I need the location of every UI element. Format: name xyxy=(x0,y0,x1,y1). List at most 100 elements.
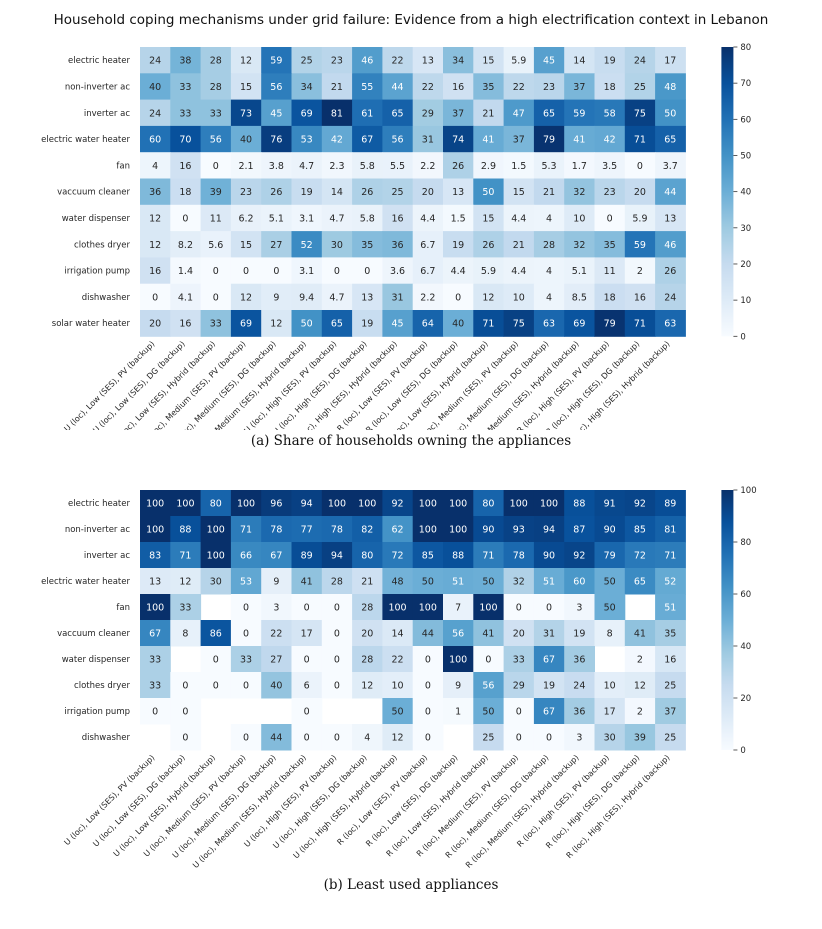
heatmap-cell xyxy=(261,204,292,232)
cell-value-label: 0 xyxy=(152,707,158,718)
heatmap-cell xyxy=(503,594,535,621)
heatmap-cell xyxy=(443,152,474,179)
heatmap-cell xyxy=(382,724,414,751)
heatmap-cell xyxy=(533,283,565,311)
heatmap-cell xyxy=(412,490,444,517)
cell-value-label: 0 xyxy=(304,733,310,744)
cell-value-label: 3.5 xyxy=(602,161,617,172)
cell-value-label: 24 xyxy=(634,56,646,67)
heatmap-cell xyxy=(624,620,656,647)
cell-value-label: 59 xyxy=(573,108,585,119)
heatmap-cell xyxy=(624,204,656,232)
cell-value-label: 94 xyxy=(543,525,555,536)
cell-value-label: 1.7 xyxy=(572,161,587,172)
heatmap-cell xyxy=(352,152,383,179)
cell-value-label: 50 xyxy=(482,577,494,588)
heatmap-cell xyxy=(503,99,535,127)
heatmap-cell xyxy=(473,646,505,673)
heatmap-cell xyxy=(473,125,505,153)
heatmap-cell xyxy=(382,231,414,258)
cell-value-label: 0 xyxy=(637,161,643,172)
row-label: fan xyxy=(116,603,130,613)
cell-value-label: 8.2 xyxy=(178,240,193,251)
cell-value-label: 4.7 xyxy=(329,292,344,303)
cell-value-label: 91 xyxy=(604,499,616,510)
heatmap-cell xyxy=(170,125,202,153)
heatmap-cell xyxy=(140,178,171,206)
cell-value-label: 0 xyxy=(182,733,188,744)
cell-value-label: 35 xyxy=(361,240,373,251)
heatmap-cell xyxy=(564,542,595,569)
cell-value-label: 47 xyxy=(513,108,525,119)
row-label: non-inverter ac xyxy=(65,82,131,92)
heatmap-cell xyxy=(564,568,595,595)
cell-value-label: 90 xyxy=(482,525,494,536)
heatmap-cell xyxy=(200,257,232,285)
cell-value-label: 0 xyxy=(425,733,431,744)
cell-value-label: 85 xyxy=(422,551,434,562)
cell-value-label: 38 xyxy=(179,56,191,67)
cell-value-label: 67 xyxy=(149,629,161,640)
cell-value-label: 51 xyxy=(452,577,464,588)
cell-value-label: 24 xyxy=(664,292,676,303)
cell-value-label: 25 xyxy=(392,187,404,198)
cell-value-label: 46 xyxy=(664,240,676,251)
heatmap-cell xyxy=(624,152,656,179)
cell-value-label: 9 xyxy=(273,292,279,303)
heatmap-cell xyxy=(382,490,414,517)
cell-value-label: 0 xyxy=(213,266,219,277)
cell-value-label: 0 xyxy=(213,681,219,692)
cell-value-label: 22 xyxy=(392,56,404,67)
caption-b: (b) Least used appliances xyxy=(323,877,499,893)
cell-value-label: 24 xyxy=(149,108,161,119)
heatmap-cell xyxy=(140,231,171,258)
cell-value-label: 19 xyxy=(573,629,585,640)
heatmap-cell xyxy=(352,257,383,285)
cell-value-label: 33 xyxy=(179,603,191,614)
heatmap-cell xyxy=(594,73,626,101)
cell-value-label: 50 xyxy=(301,319,313,330)
heatmap-cell xyxy=(412,542,444,569)
cell-value-label: 6.7 xyxy=(420,240,435,251)
heatmap-cell xyxy=(473,231,505,258)
cell-value-label: 23 xyxy=(240,187,252,198)
heatmap-cell xyxy=(443,310,474,337)
cell-value-label: 96 xyxy=(270,499,282,510)
cell-value-label: 100 xyxy=(146,499,164,510)
heatmap-cell xyxy=(594,698,626,725)
cell-value-label: 23 xyxy=(331,56,343,67)
cell-value-label: 42 xyxy=(331,135,343,146)
colorbar-tick-label: 50 xyxy=(740,151,751,161)
cell-value-label: 15 xyxy=(482,56,494,67)
heatmap-cell xyxy=(291,73,323,101)
cell-value-label: 12 xyxy=(240,292,252,303)
heatmap-cell xyxy=(564,47,595,74)
cell-value-label: 34 xyxy=(452,56,464,67)
heatmap-cell xyxy=(655,310,686,337)
heatmap-cell xyxy=(352,99,383,127)
heatmap-cell xyxy=(564,646,595,673)
cell-value-label: 33 xyxy=(149,681,161,692)
cell-value-label: 28 xyxy=(361,603,373,614)
cell-value-label: 71 xyxy=(240,525,252,536)
cell-value-label: 37 xyxy=(573,82,585,93)
heatmap-cell xyxy=(624,47,656,74)
heatmap-cell xyxy=(533,152,565,179)
cell-value-label: 3 xyxy=(576,733,582,744)
heatmap-cell xyxy=(594,724,626,751)
cell-value-label: 17 xyxy=(664,56,676,67)
heatmap-cell xyxy=(261,620,292,647)
cell-value-label: 26 xyxy=(664,266,676,277)
heatmap-cell xyxy=(291,99,323,127)
cell-value-label: 16 xyxy=(634,292,646,303)
colorbar-tick-label: 20 xyxy=(740,260,751,270)
heatmap-cell xyxy=(382,99,414,127)
cell-value-label: 1.5 xyxy=(511,161,526,172)
heatmap-cell xyxy=(443,178,474,206)
cell-value-label: 83 xyxy=(149,551,161,562)
heatmap-cell xyxy=(352,672,383,699)
cell-value-label: 2 xyxy=(637,655,643,666)
cell-value-label: 35 xyxy=(664,629,676,640)
cell-value-label: 6 xyxy=(304,681,310,692)
heatmap-cell xyxy=(412,646,444,673)
